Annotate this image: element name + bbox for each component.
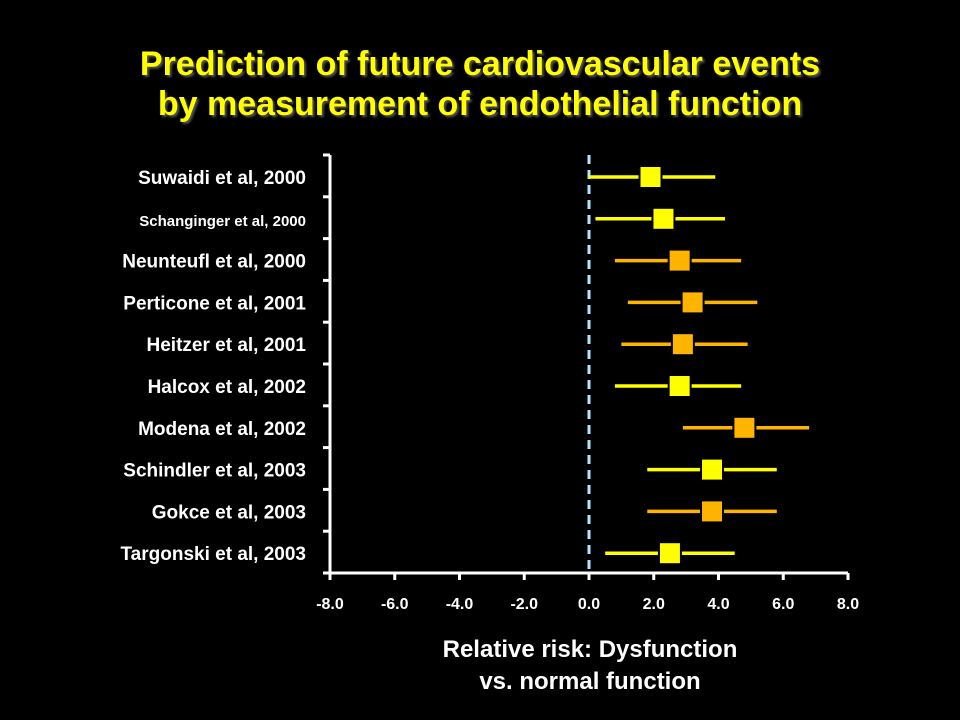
x-tick-label: -6.0: [381, 596, 409, 613]
study-label: Heitzer et al, 2001: [147, 335, 307, 356]
x-tick-label: 0.0: [578, 596, 600, 613]
estimate-marker: [667, 248, 692, 273]
study-label: Halcox et al, 2002: [148, 377, 306, 398]
study-label: Schanginger et al, 2000: [139, 213, 306, 230]
estimate-marker: [667, 374, 692, 398]
estimate-marker: [732, 415, 757, 440]
x-axis-label: Relative risk: Dysfunction vs. normal fu…: [330, 634, 850, 698]
study-label: Gokce et al, 2003: [152, 502, 306, 523]
study-label: Schindler et al, 2003: [123, 461, 306, 482]
study-label: Suwaidi et al, 2000: [138, 168, 306, 189]
chart-title: Prediction of future cardiovascular even…: [0, 44, 960, 124]
estimate-marker: [670, 332, 695, 357]
estimate-marker: [651, 206, 676, 231]
chart-title-line-2: by measurement of endothelial function: [157, 85, 803, 123]
estimate-marker: [700, 457, 725, 482]
x-tick-label: 2.0: [643, 596, 665, 613]
x-tick-label: 6.0: [772, 596, 794, 613]
estimate-marker: [638, 165, 663, 189]
study-label: Neunteufl et al, 2000: [122, 252, 306, 273]
study-label: Modena et al, 2002: [138, 419, 306, 440]
x-tick-label: 8.0: [837, 596, 859, 613]
estimate-marker: [680, 290, 705, 315]
x-axis-label-line-1: Relative risk: Dysfunction: [442, 636, 738, 663]
study-label: Targonski et al, 2003: [120, 544, 306, 565]
chart-title-line-1: Prediction of future cardiovascular even…: [139, 45, 821, 83]
x-tick-label: -4.0: [446, 596, 474, 613]
study-label: Perticone et al, 2001: [123, 293, 306, 314]
x-axis-label-line-2: vs. normal function: [479, 668, 701, 695]
estimate-marker: [657, 541, 682, 566]
x-tick-label: 4.0: [707, 596, 729, 613]
x-tick-label: -2.0: [510, 596, 538, 613]
x-tick-label: -8.0: [316, 596, 344, 613]
estimate-marker: [700, 499, 725, 524]
